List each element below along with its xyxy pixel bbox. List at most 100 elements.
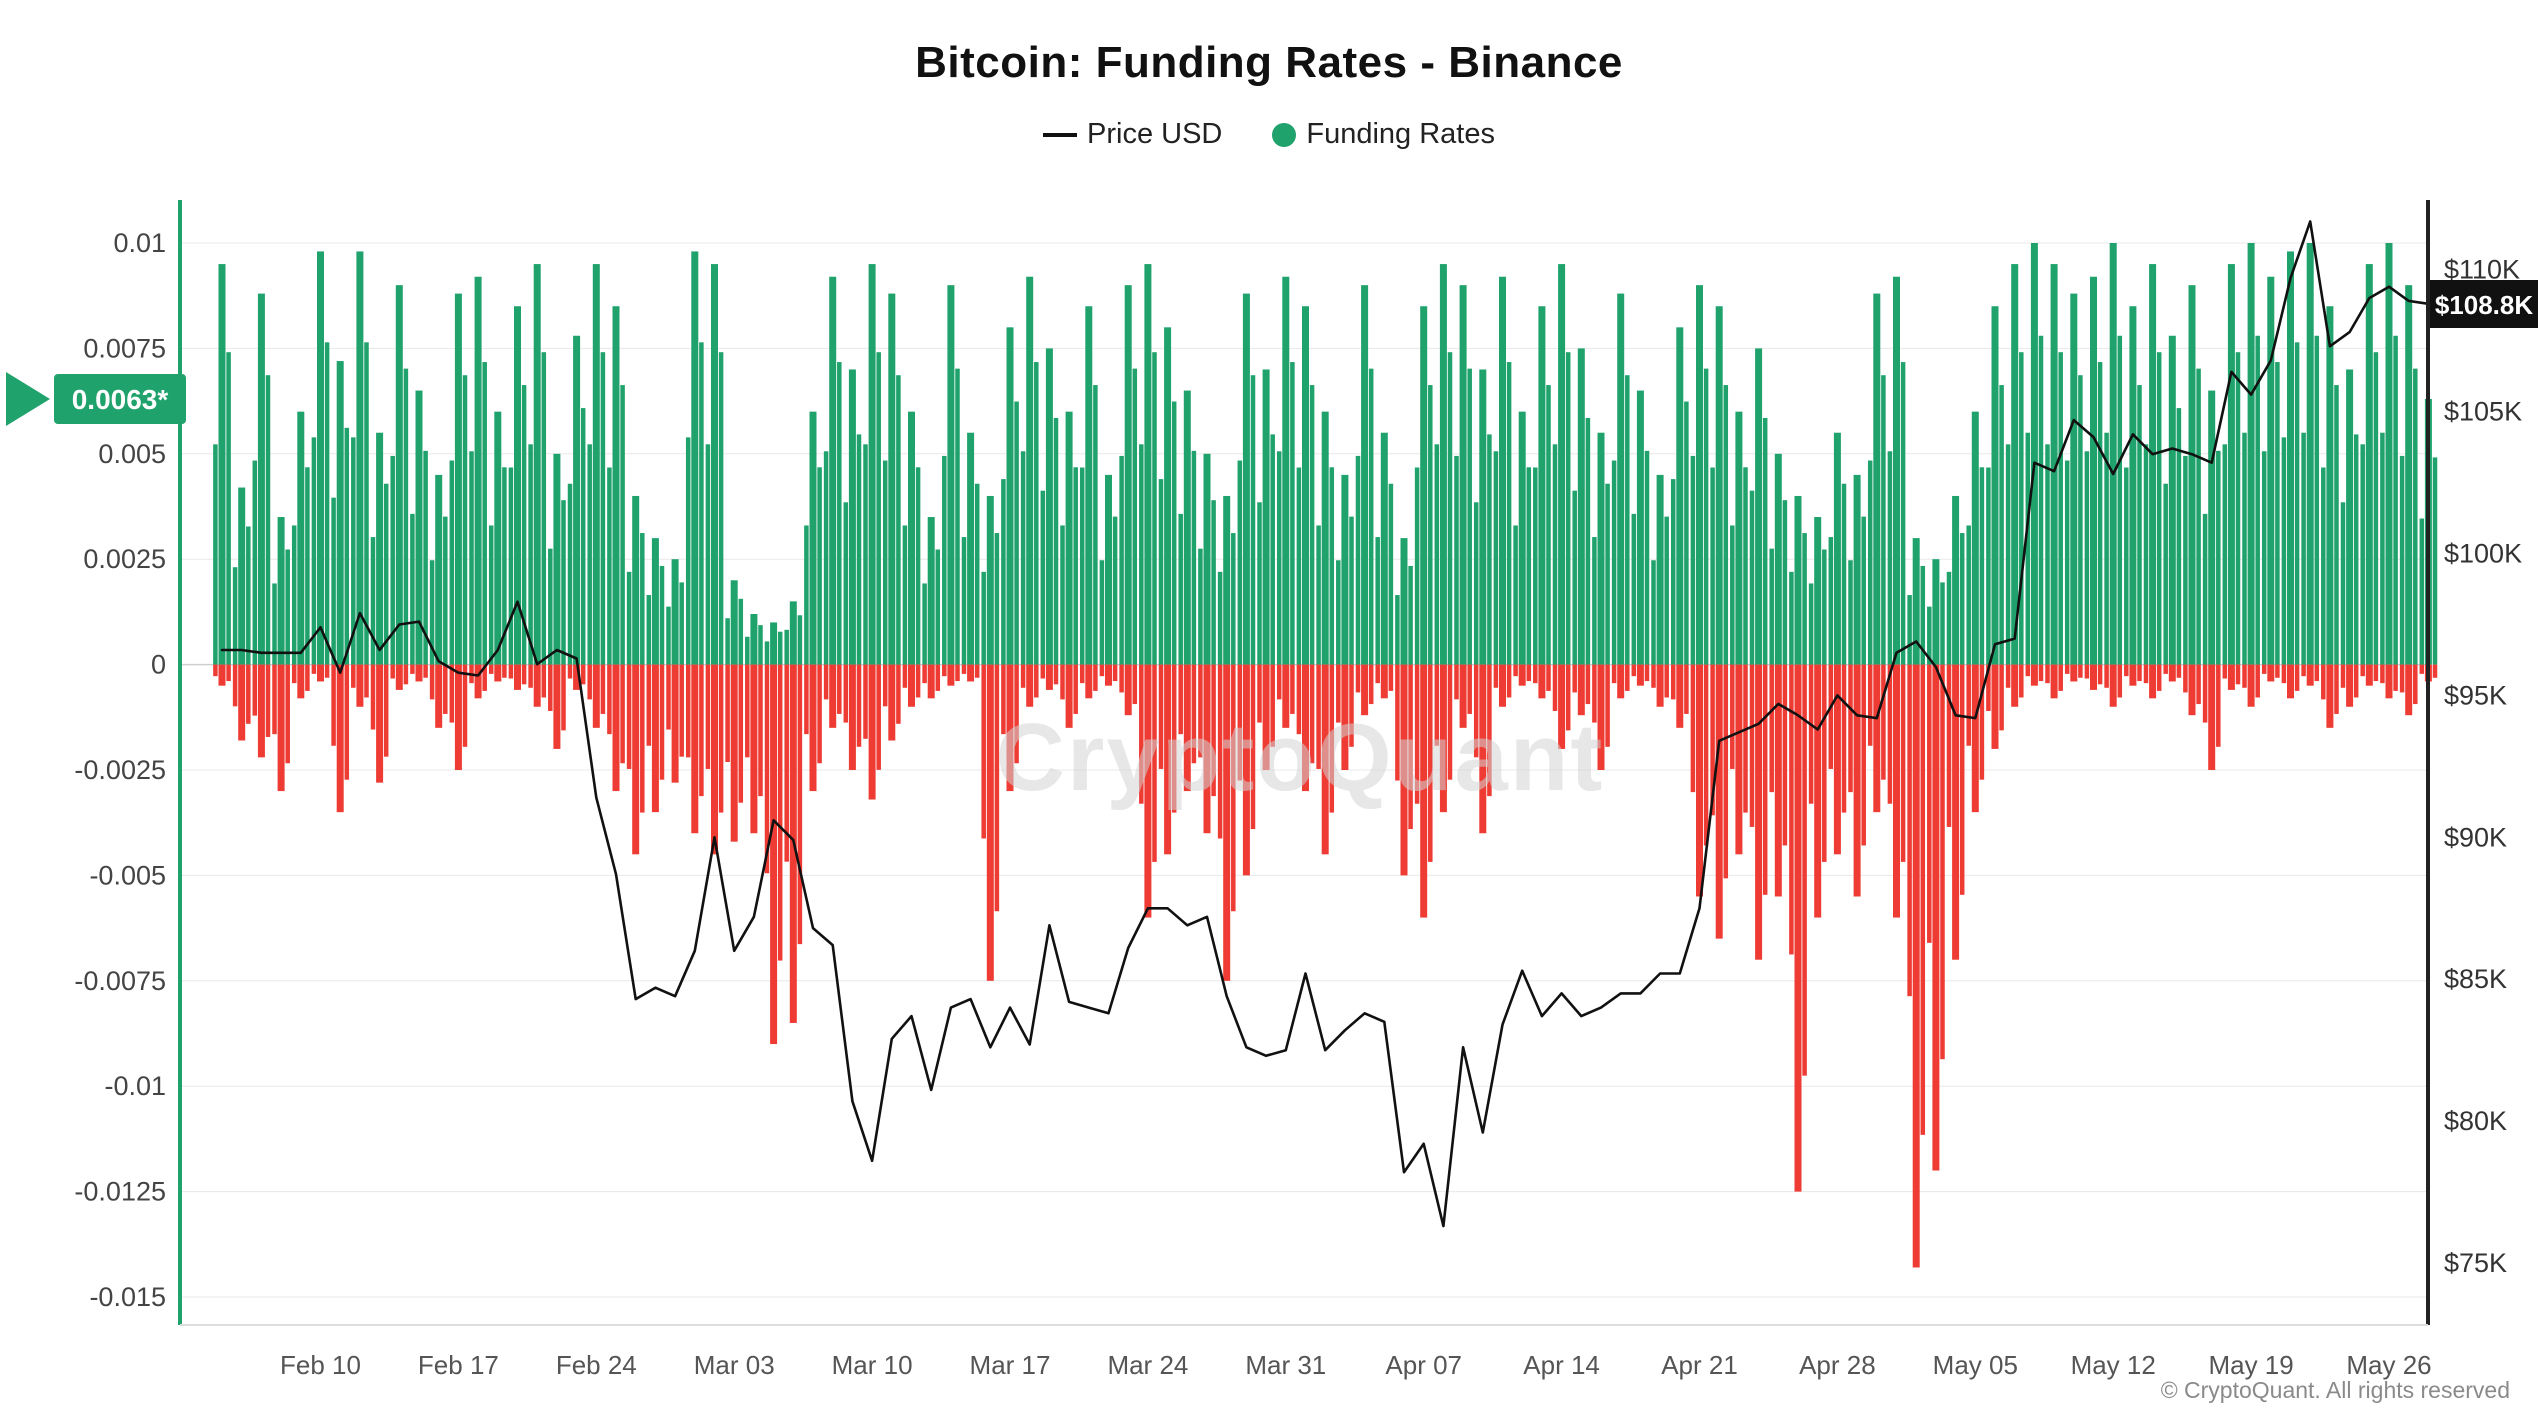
left-axis-tick-label: -0.015 <box>89 1282 166 1312</box>
funding-bar-negative <box>2314 664 2320 682</box>
funding-bar-positive <box>1329 467 1335 665</box>
funding-bar-positive <box>685 437 691 665</box>
funding-bar-positive <box>2326 306 2334 665</box>
funding-bar-positive <box>1558 264 1566 665</box>
current-price-marker: $108.8K <box>2430 280 2538 328</box>
funding-bar-negative <box>2385 664 2393 699</box>
funding-bar-positive <box>2380 432 2385 665</box>
funding-bar-positive <box>1191 450 1197 665</box>
funding-bar-negative <box>745 664 750 758</box>
funding-bar-positive <box>1605 483 1610 665</box>
funding-bar-negative <box>856 664 862 747</box>
funding-bar-negative <box>297 664 305 699</box>
funding-bar-positive <box>1952 495 1960 665</box>
funding-bar-negative <box>2208 664 2216 770</box>
funding-bar-negative <box>1959 664 1965 895</box>
funding-bar-negative <box>927 664 935 699</box>
funding-bar-negative <box>961 664 967 674</box>
funding-bar-negative <box>685 664 691 758</box>
funding-bar-negative <box>2168 664 2176 682</box>
funding-bar-positive <box>1611 460 1617 665</box>
funding-bar-positive <box>1388 483 1394 665</box>
funding-bar-positive <box>1506 362 1512 665</box>
funding-bar-positive <box>711 264 718 665</box>
funding-bar-positive <box>1099 560 1105 665</box>
funding-bar-positive <box>1428 385 1433 665</box>
funding-bar-negative <box>1434 664 1440 746</box>
funding-bar-negative <box>738 664 744 803</box>
funding-bar-negative <box>1395 664 1400 781</box>
funding-bar-positive <box>1262 369 1270 665</box>
funding-bar-negative <box>587 664 592 700</box>
funding-bar-positive <box>1769 548 1774 665</box>
funding-bar-positive <box>908 411 915 665</box>
funding-bar-positive <box>553 453 561 665</box>
funding-bar-positive <box>2413 368 2418 665</box>
funding-bar-positive <box>573 335 581 665</box>
funding-bar-positive <box>2117 335 2123 665</box>
funding-bar-positive <box>2196 368 2201 665</box>
funding-bar-positive <box>548 548 553 665</box>
funding-bar-negative <box>2261 664 2267 674</box>
funding-marker-arrow-icon <box>6 372 50 426</box>
funding-bar-negative <box>514 664 521 690</box>
funding-bar-positive <box>1447 352 1453 665</box>
funding-bar-negative <box>705 664 711 769</box>
funding-bar-negative <box>390 664 395 679</box>
funding-bar-positive <box>1124 285 1132 665</box>
funding-bar-positive <box>1526 467 1532 665</box>
cryptoquant-watermark: CryptoQuant <box>996 704 1605 811</box>
funding-bar-positive <box>449 460 455 665</box>
funding-bar-positive <box>2176 408 2182 665</box>
funding-bar-negative <box>1979 664 1985 780</box>
funding-bar-negative <box>2176 664 2182 678</box>
left-axis-tick-label: -0.0125 <box>74 1177 166 1207</box>
funding-bar-positive <box>2287 251 2294 665</box>
funding-bar-negative <box>2216 664 2221 747</box>
plot-area[interactable] <box>180 200 2428 1325</box>
funding-bar-negative <box>922 664 927 684</box>
funding-bar-negative <box>1361 664 1369 716</box>
funding-bar-negative <box>888 664 896 741</box>
funding-bar-positive <box>2275 362 2280 665</box>
funding-bar-negative <box>1341 664 1349 770</box>
funding-bar-positive <box>730 580 738 665</box>
left-axis-tick-label: 0 <box>151 650 166 680</box>
funding-bar-positive <box>351 437 356 665</box>
price-line-layer <box>220 220 2430 1228</box>
legend-item-funding[interactable]: Funding Rates <box>1238 118 1495 151</box>
funding-bar-positive <box>2267 276 2275 665</box>
funding-bar-positive <box>2156 352 2162 665</box>
funding-bar-negative <box>2058 664 2063 691</box>
funding-bar-positive <box>764 641 770 665</box>
funding-bar-positive <box>2070 293 2078 665</box>
funding-bar-positive <box>1546 385 1551 665</box>
funding-bar-positive <box>1493 451 1499 665</box>
funding-bar-positive <box>429 560 435 665</box>
funding-bar-negative <box>2235 664 2241 685</box>
funding-bar-negative <box>423 664 428 678</box>
funding-bar-positive <box>1211 500 1216 665</box>
funding-bar-negative <box>1479 664 1487 834</box>
funding-bar-positive <box>1408 565 1413 665</box>
funding-bar-negative <box>868 664 876 800</box>
funding-bar-negative <box>1597 664 1605 770</box>
funding-bar-negative <box>1841 664 1847 813</box>
funding-bar-positive <box>1774 453 1782 665</box>
legend-item-price[interactable]: Price USD <box>1043 118 1222 151</box>
funding-bar-positive <box>1617 293 1625 665</box>
funding-bar-negative <box>1644 664 1650 682</box>
funding-bar-positive <box>659 565 665 665</box>
funding-bar-negative <box>1723 664 1729 879</box>
funding-bar-negative <box>1349 664 1354 747</box>
funding-bar-positive <box>462 375 468 665</box>
funding-bar-positive <box>1144 264 1152 665</box>
funding-bar-negative <box>1124 664 1132 716</box>
funding-bar-negative <box>1986 664 1991 711</box>
funding-bar-positive <box>1755 348 1763 665</box>
funding-bar-negative <box>2183 664 2188 693</box>
funding-bar-positive <box>317 251 324 665</box>
funding-bar-negative <box>1710 664 1715 816</box>
funding-bar-negative <box>1794 664 1802 1192</box>
funding-bar-negative <box>1617 664 1625 699</box>
